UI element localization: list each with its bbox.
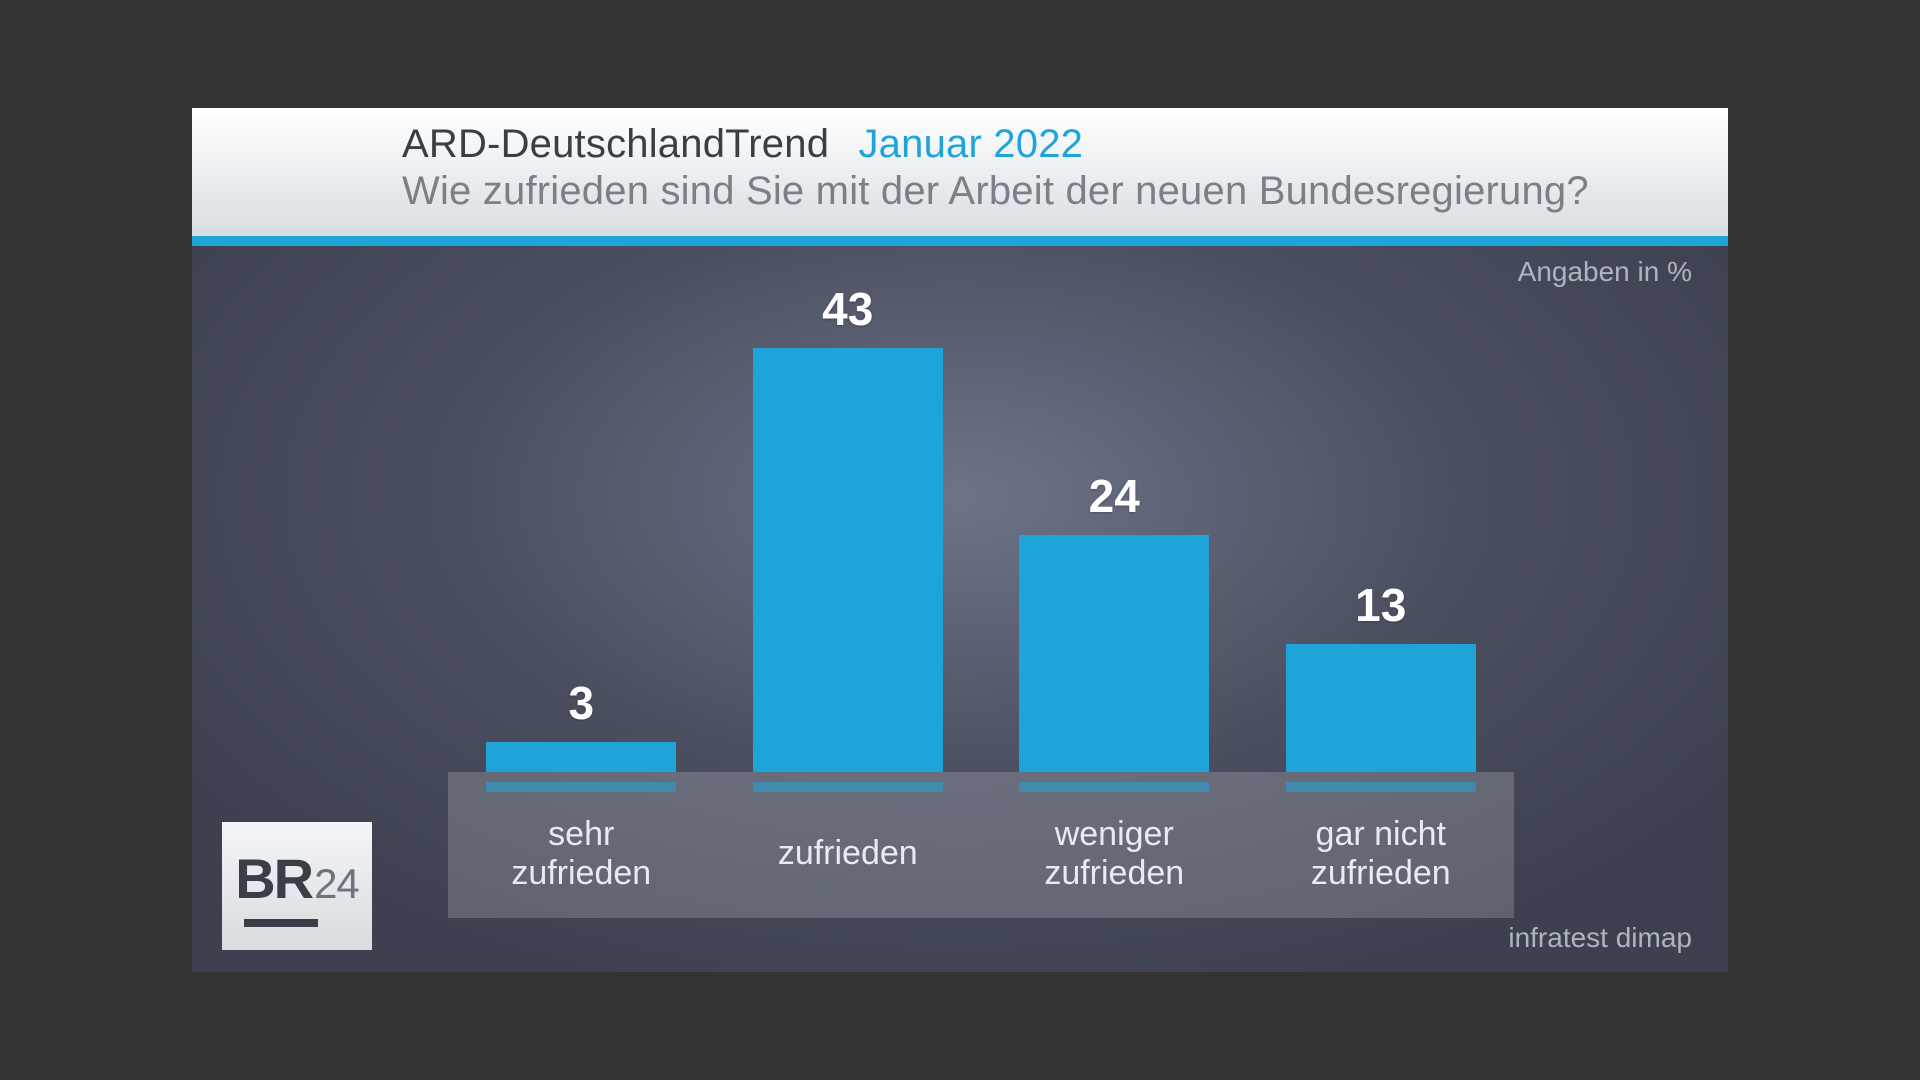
bar-rect-1: [753, 348, 943, 772]
category-label-0: sehr zufrieden: [448, 797, 715, 893]
bars-container: 3 43 24 13: [448, 348, 1514, 772]
logo-underline: [244, 919, 318, 927]
bar-rect-0: [486, 742, 676, 772]
bar-slot-3: 13: [1248, 578, 1515, 772]
logo-br: BR: [235, 846, 312, 911]
survey-title: ARD-DeutschlandTrend: [402, 122, 829, 166]
survey-question: Wie zufrieden sind Sie mit der Arbeit de…: [402, 169, 1728, 214]
accent-bar: [192, 236, 1728, 246]
chart-stage: ARD-DeutschlandTrend Januar 2022 Wie zuf…: [192, 108, 1728, 972]
unit-label: Angaben in %: [1518, 256, 1692, 288]
bar-slot-2: 24: [981, 469, 1248, 772]
category-label-1: zufrieden: [715, 816, 982, 873]
bar-value-2: 24: [1089, 469, 1140, 523]
category-labels: sehr zufrieden zufrieden weniger zufried…: [448, 772, 1514, 918]
bar-slot-0: 3: [448, 676, 715, 772]
survey-date: Januar 2022: [858, 122, 1083, 166]
bar-value-3: 13: [1355, 578, 1406, 632]
bar-slot-1: 43: [715, 282, 982, 772]
logo-24: 24: [314, 860, 359, 908]
bar-rect-2: [1019, 535, 1209, 772]
br24-logo: BR 24: [222, 822, 372, 950]
logo-text-row: BR 24: [235, 846, 359, 911]
bar-chart: 3 43 24 13 sehr zufrieden zufrie: [448, 348, 1514, 918]
header: ARD-DeutschlandTrend Januar 2022 Wie zuf…: [192, 108, 1728, 236]
header-line1: ARD-DeutschlandTrend Januar 2022: [402, 122, 1728, 167]
bar-value-0: 3: [568, 676, 594, 730]
category-label-3: gar nicht zufrieden: [1248, 797, 1515, 893]
bar-value-1: 43: [822, 282, 873, 336]
bar-rect-3: [1286, 644, 1476, 772]
category-label-2: weniger zufrieden: [981, 797, 1248, 893]
source-label: infratest dimap: [1508, 922, 1692, 954]
